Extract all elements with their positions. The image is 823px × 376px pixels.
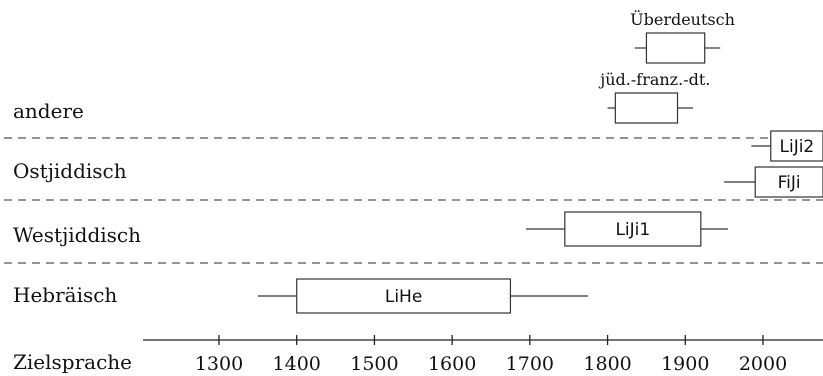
item-box xyxy=(645,32,706,64)
item-4: LiJi1 xyxy=(525,211,729,247)
item-label: LiJi1 xyxy=(615,220,650,240)
x-axis-label: Zielsprache xyxy=(13,350,132,374)
item-box xyxy=(614,92,679,124)
item-3: FiJi xyxy=(724,166,823,198)
x-tick-label-1700: 1700 xyxy=(506,353,554,375)
x-tick-label-1400: 1400 xyxy=(273,353,321,375)
item-label: FiJi xyxy=(778,173,801,193)
item-5: LiHe xyxy=(257,278,589,314)
item-1: jüd.-franz.-dt. xyxy=(598,70,710,124)
item-box xyxy=(754,166,823,198)
item-box xyxy=(564,211,702,247)
row-label-1: Ostjiddisch xyxy=(13,159,127,183)
x-tick-label-1800: 1800 xyxy=(583,353,631,375)
x-tick-label-1500: 1500 xyxy=(350,353,398,375)
item-0: Überdeutsch xyxy=(630,9,735,64)
item-box xyxy=(770,130,823,162)
item-2: LiJi2 xyxy=(751,130,823,162)
x-tick-label-1900: 1900 xyxy=(661,353,709,375)
item-label: jüd.-franz.-dt. xyxy=(598,70,710,89)
x-tick-label-1300: 1300 xyxy=(195,353,243,375)
item-label: LiHe xyxy=(385,287,422,307)
row-label-0: andere xyxy=(13,99,84,123)
row-label-3: Hebräisch xyxy=(13,283,117,307)
x-tick-label-2000: 2000 xyxy=(739,353,787,375)
item-label: LiJi2 xyxy=(780,137,815,157)
item-box xyxy=(296,278,512,314)
row-label-2: Westjiddisch xyxy=(13,223,141,247)
item-label: Überdeutsch xyxy=(630,9,735,29)
x-tick-label-1600: 1600 xyxy=(428,353,476,375)
